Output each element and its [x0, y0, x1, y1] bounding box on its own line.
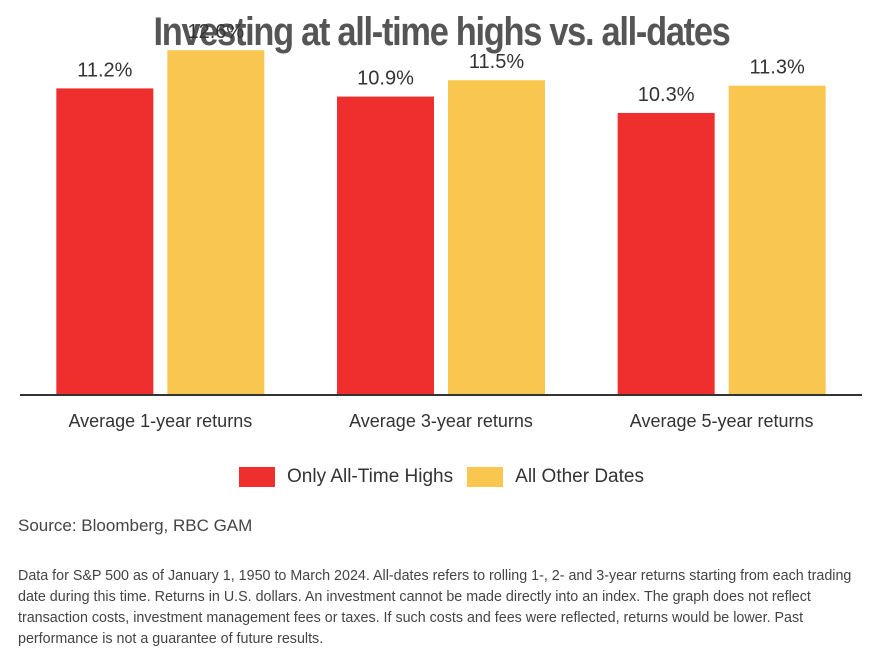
legend-label-all-time-highs: Only All-Time Highs — [287, 466, 454, 487]
bar-all-other-dates-1 — [167, 50, 265, 394]
data-label-all-other-dates-1: 12.6% — [187, 21, 244, 43]
legend-swatch-all-time-highs — [239, 467, 276, 487]
data-label-only-all-time-highs-3: 10.3% — [638, 84, 695, 106]
bar-only-all-time-highs-2 — [337, 96, 434, 394]
legend-swatch-all-other-dates — [467, 467, 504, 487]
data-label-only-all-time-highs-2: 10.9% — [357, 68, 414, 90]
legend-label-all-other-dates: All Other Dates — [515, 466, 644, 487]
data-label-all-other-dates-2: 11.5% — [469, 51, 524, 73]
footnote: Data for S&P 500 as of January 1, 1950 t… — [18, 568, 852, 647]
legend-item-all-time-highs: Only All-Time Highs — [239, 466, 453, 488]
chart-legend: Only All-Time Highs All Other Dates — [0, 466, 883, 488]
category-label-3: Average 5-year returns — [630, 411, 814, 431]
category-label-2: Average 3-year returns — [349, 411, 533, 431]
data-label-only-all-time-highs-1: 11.2% — [77, 59, 132, 81]
bar-only-all-time-highs-3 — [617, 112, 715, 394]
category-label-1: Average 1-year returns — [68, 411, 252, 431]
bar-all-other-dates-3 — [728, 85, 826, 395]
data-label-all-other-dates-3: 11.3% — [750, 57, 805, 79]
source-note: Source: Bloomberg, RBC GAM — [18, 516, 253, 535]
chart-title: Investing at all-time highs vs. all-date… — [153, 10, 730, 54]
legend-item-all-other-dates: All Other Dates — [467, 466, 644, 488]
bar-chart: 11.2% 12.6% Average 1-year returns 10.9% 11.… — [20, 21, 862, 431]
bar-only-all-time-highs-1 — [56, 88, 154, 395]
bar-all-other-dates-2 — [448, 80, 545, 394]
